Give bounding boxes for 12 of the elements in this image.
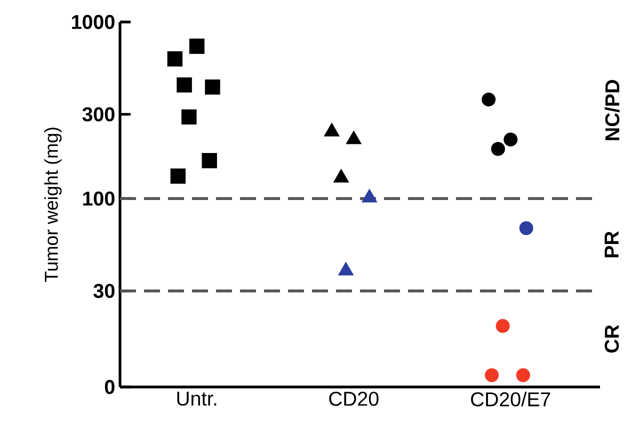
x-tick-label: Untr.	[177, 392, 216, 406]
y-tick-label: 300	[82, 107, 114, 122]
text: CR	[604, 324, 619, 353]
text: NC/PD	[604, 80, 620, 140]
text: PR	[604, 231, 618, 258]
y-tick-label: 0	[104, 380, 114, 394]
x-tick-label: CD20	[329, 392, 378, 406]
x-tick-label: CD20/E7	[471, 392, 550, 406]
y-tick-label: 100	[83, 192, 114, 206]
y-tick-label: 1000	[72, 14, 114, 30]
y-tick-label: 30	[94, 284, 114, 298]
y-axis-title: Tumor weight (mg)	[44, 128, 62, 282]
